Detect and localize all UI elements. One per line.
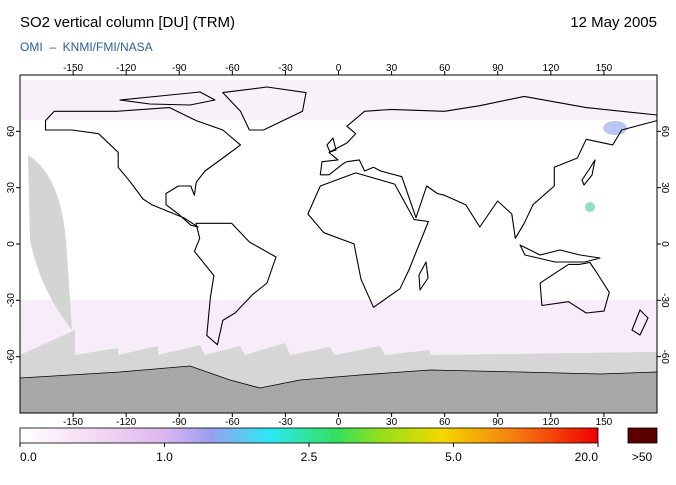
antarctica bbox=[20, 365, 657, 413]
date: 12 May 2005 bbox=[570, 14, 657, 31]
lat-tick-label: -60 bbox=[659, 349, 670, 364]
coastline-indonesia bbox=[519, 244, 601, 263]
colorbar-label: 20.0 bbox=[575, 450, 599, 464]
colorbar-overflow bbox=[627, 427, 658, 444]
colorbar-label: 2.5 bbox=[301, 450, 318, 464]
lon-tick-label: -150 bbox=[63, 63, 83, 74]
coastline-britain bbox=[326, 137, 337, 153]
lon-tick-label: 60 bbox=[439, 417, 451, 428]
coastline-japan bbox=[581, 159, 596, 186]
lat-tick-label: -30 bbox=[659, 293, 670, 308]
lon-tick-label: -60 bbox=[225, 63, 240, 74]
lon-tick-label: 90 bbox=[492, 417, 504, 428]
subtitle: OMI – KNMI/FMI/NASA bbox=[20, 40, 153, 54]
lat-tick-label: 30 bbox=[659, 182, 670, 194]
lon-tick-label: 0 bbox=[336, 63, 342, 74]
noise-band bbox=[20, 300, 657, 355]
lon-tick-label: -150 bbox=[63, 417, 83, 428]
lon-tick-label: -90 bbox=[172, 63, 187, 74]
lon-tick-label: 0 bbox=[336, 417, 342, 428]
lon-tick-label: 120 bbox=[542, 63, 559, 74]
colorbar-label: 5.0 bbox=[445, 450, 462, 464]
lon-tick-label: -120 bbox=[116, 63, 136, 74]
lat-tick-label: -60 bbox=[6, 349, 17, 364]
lon-tick-label: -60 bbox=[225, 417, 240, 428]
lon-tick-label: 120 bbox=[542, 417, 559, 428]
lon-tick-label: 60 bbox=[439, 63, 451, 74]
colorbar-overflow-label: >50 bbox=[632, 450, 653, 464]
colorbar bbox=[19, 427, 599, 444]
lon-tick-label: -120 bbox=[116, 417, 136, 428]
lat-tick-label: 30 bbox=[6, 182, 17, 194]
coastline-madagascar bbox=[418, 261, 429, 291]
lon-tick-label: -30 bbox=[278, 63, 293, 74]
lat-tick-label: 0 bbox=[659, 241, 670, 247]
lon-tick-label: 90 bbox=[492, 63, 504, 74]
so2-hotspot bbox=[603, 121, 627, 135]
map-area bbox=[20, 75, 657, 413]
lon-tick-label: -90 bbox=[172, 417, 187, 428]
lon-tick-label: 30 bbox=[386, 63, 398, 74]
coastline-south-america bbox=[193, 222, 277, 346]
so2-hotspot bbox=[585, 202, 595, 212]
colorbar-label: 0.0 bbox=[20, 450, 37, 464]
lon-tick-label: 30 bbox=[386, 417, 398, 428]
lat-tick-label: -30 bbox=[6, 293, 17, 308]
noise-band bbox=[20, 80, 657, 120]
coastline-north-america bbox=[44, 107, 242, 228]
lat-tick-label: 0 bbox=[6, 241, 17, 247]
coastline-australia bbox=[539, 261, 610, 314]
lat-tick-label: 60 bbox=[6, 125, 17, 137]
title: SO2 vertical column [DU] (TRM) bbox=[20, 14, 235, 31]
coastline-new-zealand bbox=[631, 309, 649, 336]
lon-tick-label: -30 bbox=[278, 417, 293, 428]
colorbar-label: 1.0 bbox=[156, 450, 173, 464]
axes: -150 -150 -120 -120 -90 -90 -60 -60 -30 -30 0 0 30 30… bbox=[6, 63, 670, 464]
no-data-swath bbox=[28, 155, 72, 330]
lon-tick-label: 150 bbox=[596, 417, 613, 428]
coastline-eurasia bbox=[319, 95, 657, 239]
coastline-africa bbox=[307, 172, 429, 308]
lon-tick-label: 150 bbox=[596, 63, 613, 74]
coastline-arctic-islands bbox=[119, 91, 216, 106]
coastline-greenland bbox=[222, 86, 307, 131]
lat-tick-label: 60 bbox=[659, 126, 670, 138]
